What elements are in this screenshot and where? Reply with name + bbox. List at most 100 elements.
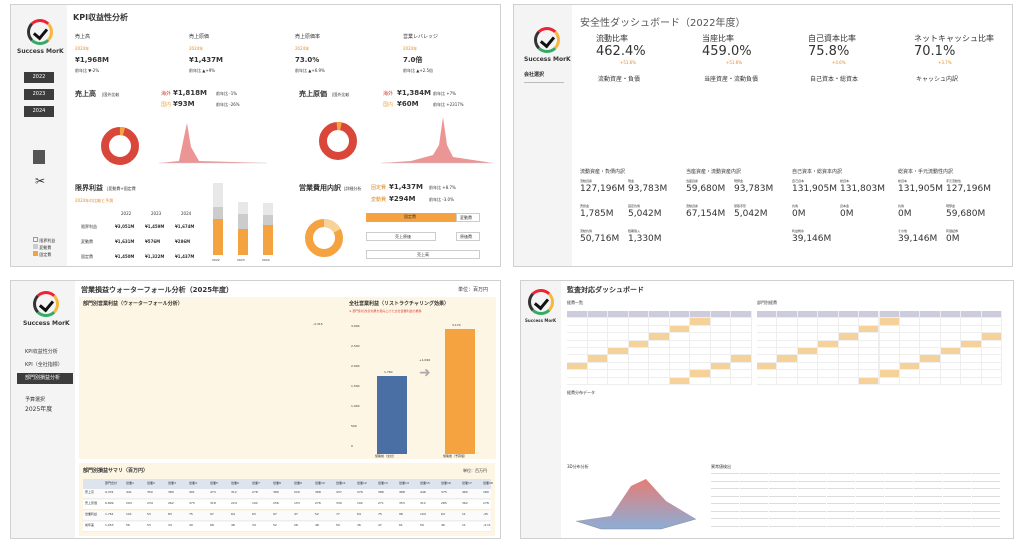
breakdown-value: 5,042M bbox=[734, 209, 768, 219]
breakdown-title: 自己資本・総資本内訳 bbox=[792, 169, 843, 175]
export-icon[interactable] bbox=[33, 150, 45, 164]
anomaly-title: 異常値検出 bbox=[711, 464, 731, 469]
table-cell: 64 bbox=[441, 512, 445, 516]
grid-cell bbox=[981, 370, 1001, 377]
grid-line bbox=[943, 488, 971, 489]
grid-line bbox=[856, 488, 884, 489]
grid-cell bbox=[731, 370, 751, 377]
grid-cell bbox=[649, 370, 669, 377]
grid-line bbox=[711, 488, 739, 489]
grid-cell bbox=[981, 362, 1001, 370]
grid-line bbox=[769, 488, 797, 489]
breakdown-label: 流動負債 bbox=[580, 229, 593, 233]
margin-stack-bar bbox=[238, 202, 248, 215]
breakdown-value: 0M bbox=[792, 209, 806, 219]
breakdown-value: 127,196M bbox=[580, 184, 625, 194]
menu-kpi-company[interactable]: KPI（全社指標） bbox=[25, 362, 63, 368]
sales-b-label: 国内 bbox=[161, 102, 172, 108]
grid-line bbox=[711, 510, 739, 512]
grid-cell bbox=[628, 318, 649, 325]
grid-cell bbox=[731, 355, 751, 362]
fy-value[interactable]: 2025年度 bbox=[25, 406, 53, 413]
grid-cell bbox=[777, 377, 797, 384]
waterfall-card bbox=[79, 297, 349, 459]
compare-value-before: 1,760 bbox=[384, 370, 393, 374]
table-cell: 491 bbox=[189, 490, 195, 494]
table-col-header: 営業5 bbox=[210, 481, 218, 485]
company-select[interactable] bbox=[524, 82, 564, 83]
grid-cell bbox=[961, 340, 981, 347]
grid-cell bbox=[628, 325, 649, 333]
grid-cell bbox=[669, 370, 690, 377]
year-button-2023[interactable]: 2023 bbox=[24, 89, 54, 100]
grid-line bbox=[798, 503, 826, 504]
grid-line bbox=[711, 480, 739, 482]
year-button-2024[interactable]: 2024 bbox=[24, 106, 54, 117]
sidebar bbox=[11, 5, 67, 266]
margin-stack-bar bbox=[263, 215, 273, 225]
logo: Success MorK bbox=[524, 27, 571, 63]
compare-axis-tick: 3,000 bbox=[351, 324, 360, 328]
table-cell: 375 bbox=[189, 501, 195, 505]
grid-cell bbox=[879, 325, 899, 333]
grid-cell bbox=[669, 318, 690, 325]
opex-bar-variable: 変動費 bbox=[456, 213, 480, 222]
grid-cell bbox=[899, 362, 920, 370]
table-cell: 368 bbox=[315, 490, 321, 494]
share-icon[interactable]: ✂ bbox=[35, 174, 46, 188]
kpi-delta: 前年比 ▲+9% bbox=[189, 68, 216, 73]
kpi-label: 当座比率 bbox=[702, 34, 734, 43]
grid-line bbox=[943, 495, 971, 497]
grid-cell bbox=[757, 333, 777, 340]
table-cell: 362 bbox=[462, 501, 468, 505]
grid-cell bbox=[757, 325, 777, 333]
grid-cell bbox=[899, 348, 920, 355]
grid-cell bbox=[920, 333, 940, 340]
table-cell: 278 bbox=[252, 490, 258, 494]
table-col-header: 営業7 bbox=[252, 481, 260, 485]
grid-cell bbox=[567, 340, 587, 347]
table-cell: 192 bbox=[357, 501, 363, 505]
menu-kpi-profit[interactable]: KPI収益性分析 bbox=[25, 349, 58, 355]
table-cell: 234 bbox=[147, 501, 153, 505]
grid-cell bbox=[818, 340, 838, 347]
kpi-label: 自己資本比率 bbox=[808, 34, 856, 43]
grid-cell bbox=[961, 362, 981, 370]
kpi-delta: +3.7% bbox=[938, 60, 952, 65]
grid-cell bbox=[608, 325, 628, 333]
grid-line bbox=[827, 473, 855, 474]
grid-cell bbox=[981, 355, 1001, 362]
grid-cell bbox=[879, 333, 899, 340]
table-row bbox=[83, 511, 491, 521]
kpi-delta: +4.6% bbox=[832, 60, 846, 65]
breakdown-label: 現金 bbox=[628, 179, 635, 183]
table-cell: 34 bbox=[168, 523, 172, 527]
grid-cell bbox=[879, 370, 899, 377]
grid-cell bbox=[628, 370, 649, 377]
grid-cell bbox=[818, 348, 838, 355]
table-cell: 488 bbox=[399, 490, 405, 494]
table-cell: 350 bbox=[147, 490, 153, 494]
year-button-2022[interactable]: 2022 bbox=[24, 72, 54, 83]
sales-a-value: ¥1,818M bbox=[173, 89, 207, 97]
menu-dept-active[interactable]: 部門別損益分析 bbox=[17, 373, 73, 384]
compare-axis-tick: 2,000 bbox=[351, 364, 360, 368]
logo-text: Success MorK bbox=[23, 320, 70, 327]
page-title: 安全性ダッシュボード（2022年度） bbox=[580, 18, 746, 29]
grid-line bbox=[914, 495, 942, 497]
grid-line bbox=[856, 525, 884, 527]
table-cell: 101 bbox=[126, 512, 132, 516]
grid-cell bbox=[961, 325, 981, 333]
breakdown-label: 負債 bbox=[792, 204, 799, 208]
grid-cell bbox=[797, 355, 818, 362]
grid-cell bbox=[690, 318, 710, 325]
grid-cell bbox=[920, 318, 940, 325]
breakdown-label: 利益剰余 bbox=[792, 229, 805, 233]
grid-cell bbox=[587, 318, 608, 325]
opex-b-label: 変動費 bbox=[371, 197, 387, 203]
breakdown-value: 39,146M bbox=[792, 234, 832, 244]
grid-cell bbox=[757, 377, 777, 384]
table-cell: 276 bbox=[315, 501, 321, 505]
waterfall-panel: Success MorK KPI収益性分析 KPI（全社指標） 部門別損益分析 … bbox=[10, 280, 501, 539]
compare-value-after: 3,170 bbox=[452, 323, 461, 327]
